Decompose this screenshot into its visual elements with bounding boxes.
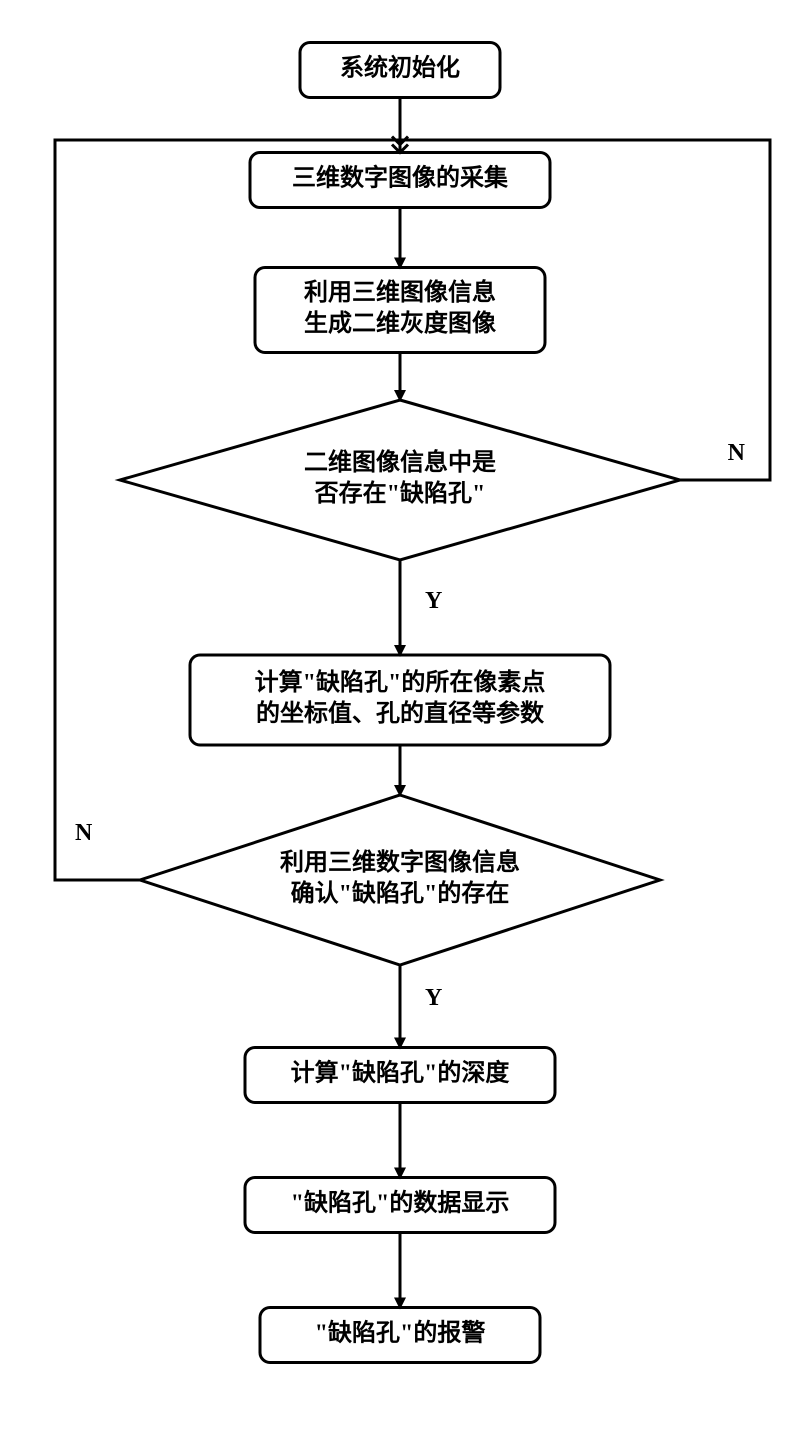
edge-label-d1-no: N: [728, 440, 746, 466]
flow-decision-d2: [140, 795, 660, 965]
node-text-n4-1: 的坐标值、孔的直径等参数: [256, 699, 545, 727]
flow-decision-d1: [120, 400, 680, 560]
edge-label: Y: [425, 985, 442, 1011]
node-text-d2-0: 利用三维数字图像信息: [280, 848, 520, 876]
node-text-d1-0: 二维图像信息中是: [304, 448, 496, 476]
edge-label-d2-no: N: [75, 820, 93, 846]
node-text-n7-0: "缺陷孔"的报警: [315, 1319, 486, 1347]
node-text-d1-1: 否存在"缺陷孔": [314, 479, 486, 507]
flowchart-svg: 系统初始化三维数字图像的采集利用三维图像信息生成二维灰度图像二维图像信息中是否存…: [0, 0, 800, 1451]
flow-node-n4: [190, 655, 610, 745]
node-text-n1-0: 系统初始化: [340, 54, 460, 82]
node-text-n6-0: "缺陷孔"的数据显示: [291, 1189, 510, 1217]
node-text-n2-0: 三维数字图像的采集: [292, 164, 509, 192]
node-text-n4-0: 计算"缺陷孔"的所在像素点: [255, 668, 546, 696]
node-text-n3-0: 利用三维图像信息: [304, 278, 496, 306]
node-text-n5-0: 计算"缺陷孔"的深度: [291, 1059, 511, 1087]
edge-label: Y: [425, 588, 442, 614]
node-text-n3-1: 生成二维灰度图像: [304, 309, 497, 337]
node-text-d2-1: 确认"缺陷孔"的存在: [291, 879, 510, 907]
